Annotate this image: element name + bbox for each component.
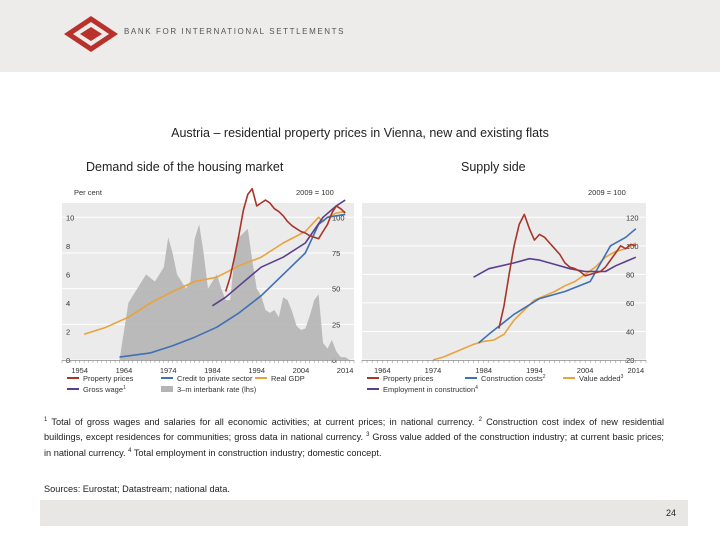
- legend-label-property-demand: Property prices: [83, 374, 134, 383]
- footnote-1: Total of gross wages and salaries for al…: [47, 417, 475, 428]
- footnote-marker-4: 4: [128, 447, 132, 454]
- panel-title-supply: Supply side: [461, 160, 526, 174]
- series-line-property-supply: [498, 213, 637, 329]
- x-tick-label-supply: 2004: [577, 366, 594, 375]
- header-band: BANK FOR INTERNATIONAL SETTLEMENTS: [0, 0, 720, 72]
- panel-title-demand: Demand side of the housing market: [86, 160, 284, 174]
- x-tick-label-demand: 1994: [248, 366, 265, 375]
- y-tick-label-right-demand: 50: [332, 285, 340, 294]
- y-tick-label-left-demand: 6: [66, 270, 70, 279]
- y-tick-label-right-demand: 100: [332, 213, 345, 222]
- y-tick-label-left-demand: 10: [66, 213, 74, 222]
- y-tick-label-right-demand: 75: [332, 249, 340, 258]
- sources: Sources: Eurostat; Datastream; national …: [44, 484, 230, 494]
- y-tick-label-right-supply: 120: [626, 213, 639, 222]
- x-tick-label-supply: 1964: [374, 366, 391, 375]
- y-tick-label-right-supply: 100: [626, 242, 639, 251]
- y-tick-label-right-supply: 40: [626, 327, 634, 336]
- x-tick-label-demand: 1974: [160, 366, 177, 375]
- y-tick-label-right-supply: 60: [626, 299, 634, 308]
- x-tick-label-demand: 2004: [293, 366, 310, 375]
- page-footer: 24: [40, 500, 688, 526]
- x-tick-label-supply: 1984: [475, 366, 492, 375]
- legend-label-property-supply: Property prices: [383, 374, 434, 383]
- footnotes: 1 Total of gross wages and salaries for …: [44, 414, 664, 460]
- legend-label-credit-demand: Credit to private sector: [177, 374, 253, 383]
- plot-background-supply: [362, 203, 646, 360]
- legend-label-credit-supply: Construction costs2: [481, 374, 546, 383]
- x-tick-label-supply: 1994: [526, 366, 543, 375]
- footnote-marker-2: 2: [478, 417, 482, 423]
- series-line-credit-supply: [478, 228, 637, 344]
- page-number: 24: [665, 508, 676, 518]
- org-name: BANK FOR INTERNATIONAL SETTLEMENTS: [124, 27, 346, 36]
- footnote-2: Construction cost index of new residenti…: [44, 417, 664, 443]
- x-tick-label-demand: 1964: [116, 366, 133, 375]
- x-tick-label-demand: 2014: [337, 366, 354, 375]
- footnote-marker-1: 1: [44, 417, 48, 423]
- footnote-3: Gross value added of the construction in…: [44, 432, 664, 458]
- bis-logo: [64, 16, 118, 52]
- legend-label-wage-demand: Gross wage1: [83, 385, 126, 394]
- y-tick-label-right-demand: 25: [332, 320, 340, 329]
- series-line-employment-supply: [473, 256, 637, 278]
- legend-label-rate-demand: 3–m interbank rate (lhs): [177, 385, 257, 394]
- x-tick-label-demand: 1984: [204, 366, 221, 375]
- legend-label-gdp-supply: Value added3: [579, 374, 624, 383]
- series-area-rate-demand: [119, 224, 350, 360]
- y-tick-label-left-demand: 8: [66, 242, 70, 251]
- chart-main-title: Austria – residential property prices in…: [171, 126, 549, 140]
- legend-label-gdp-demand: Real GDP: [271, 374, 305, 383]
- legend-swatch-rate-demand: [161, 386, 173, 392]
- right-axis-label-supply: 2009 = 100: [588, 188, 626, 197]
- x-tick-label-demand: 1954: [71, 366, 88, 375]
- footnote-4: Total employment in construction industr…: [131, 447, 382, 458]
- y-tick-label-right-supply: 80: [626, 270, 634, 279]
- legend-label-employment-supply: Employment in construction4: [383, 385, 478, 394]
- right-axis-label-demand: 2009 = 100: [296, 188, 334, 197]
- y-tick-label-left-demand: 4: [66, 299, 70, 308]
- x-tick-label-supply: 2014: [628, 366, 645, 375]
- footnote-marker-3: 3: [366, 432, 370, 439]
- left-axis-label-demand: Per cent: [74, 188, 103, 197]
- x-tick-label-supply: 1974: [425, 366, 442, 375]
- series-line-credit-demand: [119, 213, 346, 358]
- series-line-property-demand: [224, 187, 346, 292]
- series-line-wage-demand: [211, 199, 346, 307]
- y-tick-label-left-demand: 2: [66, 327, 70, 336]
